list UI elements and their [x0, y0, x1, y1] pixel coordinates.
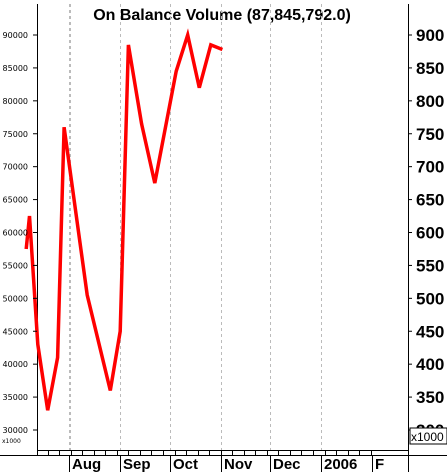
obv-series-line	[24, 28, 224, 411]
left-tick-label: 40000	[3, 360, 28, 369]
right-tick-label: 400	[416, 355, 444, 374]
left-tick-label: 80000	[3, 97, 28, 106]
x-tick-label: Dec	[273, 456, 301, 472]
right-tick-label: 650	[416, 191, 444, 210]
left-tick-label: 75000	[3, 130, 28, 139]
right-tick-label: 750	[416, 125, 444, 144]
left-tick-label: 85000	[3, 64, 28, 73]
left-tick-label: 90000	[3, 31, 28, 40]
x-tick-label: Sep	[123, 456, 151, 472]
right-tick-label: 800	[416, 92, 444, 111]
left-tick-label: 30000	[3, 426, 28, 435]
x-tick-label: Nov	[224, 456, 253, 472]
right-tick-label: 350	[416, 388, 444, 407]
left-tick-label: 70000	[3, 163, 28, 172]
right-tick-label: 850	[416, 59, 444, 78]
right-tick-label: 500	[416, 289, 444, 308]
right-tick-label: 450	[416, 322, 444, 341]
x-axis-ticks: Aug Sep Oct Nov Dec 2006 F	[72, 456, 384, 472]
x-tick-label: Oct	[173, 456, 198, 472]
left-tick-label: 35000	[3, 393, 28, 402]
grid-lines	[69, 4, 322, 450]
right-axis-ticks: 900850800750700650600550500450400350300	[408, 26, 444, 440]
left-tick-label: 60000	[3, 229, 28, 238]
x-tick-label: F	[375, 456, 384, 472]
right-tick-label: 900	[416, 26, 444, 45]
left-unit-label: x1000	[2, 438, 21, 445]
right-tick-label: 700	[416, 158, 444, 177]
left-tick-label: 65000	[3, 196, 28, 205]
x-tick-label: 2006	[324, 456, 357, 472]
series-layer	[24, 28, 224, 411]
left-tick-label: 50000	[3, 294, 28, 303]
chart-title: On Balance Volume (87,845,792.0)	[93, 7, 351, 24]
axes	[0, 4, 447, 472]
right-unit-label: x1000	[411, 430, 444, 444]
right-tick-label: 600	[416, 224, 444, 243]
right-tick-label: 550	[416, 256, 444, 275]
left-tick-label: 55000	[3, 261, 28, 270]
left-tick-label: 45000	[3, 327, 28, 336]
left-axis-ticks: 90000 85000 80000 75000 70000 65000 60000 55000…	[3, 31, 37, 435]
right-unit-box	[409, 427, 447, 445]
x-tick-label: Aug	[72, 456, 101, 472]
